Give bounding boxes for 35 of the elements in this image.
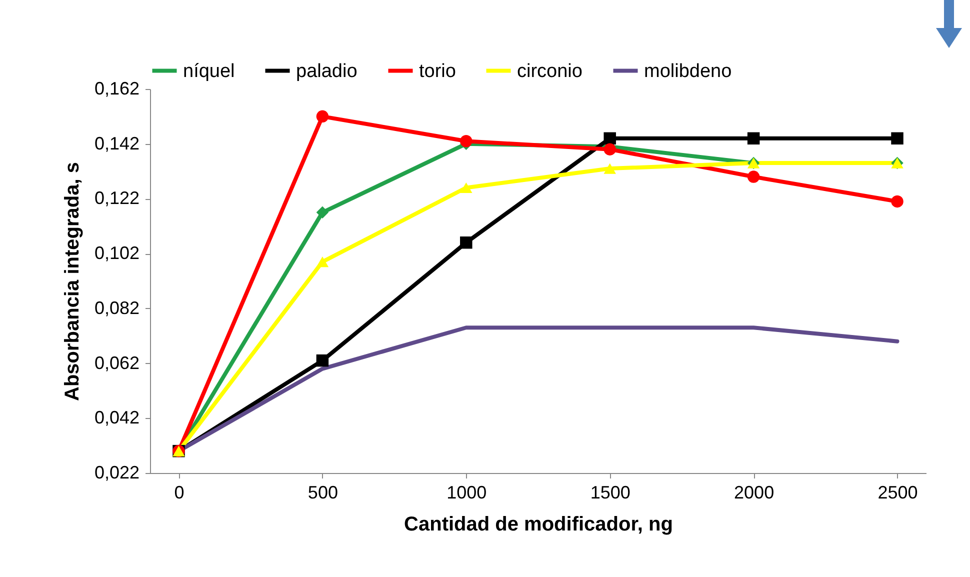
legend-label: molibdeno bbox=[644, 60, 732, 82]
legend-label: níquel bbox=[183, 60, 235, 82]
x-tick-label: 500 bbox=[308, 482, 338, 502]
point bbox=[747, 132, 760, 144]
point bbox=[460, 236, 472, 249]
legend-label: paladio bbox=[296, 60, 358, 82]
point bbox=[891, 132, 904, 144]
x-tick-label: 1500 bbox=[590, 482, 630, 502]
y-tick-label: 0,022 bbox=[94, 462, 140, 482]
point bbox=[316, 110, 329, 123]
y-axis-title: Absorbancia integrada, s bbox=[61, 162, 84, 401]
x-tick-label: 2500 bbox=[878, 482, 918, 502]
point bbox=[460, 135, 472, 148]
y-tick-label: 0,062 bbox=[94, 352, 140, 373]
x-axis-title: Cantidad de modificador, ng bbox=[404, 514, 673, 536]
y-tick-label: 0,142 bbox=[94, 133, 140, 154]
point bbox=[891, 195, 904, 208]
point bbox=[316, 354, 329, 367]
legend-label: circonio bbox=[517, 60, 582, 82]
y-tick-label: 0,162 bbox=[94, 78, 140, 98]
x-tick-label: 1000 bbox=[446, 482, 487, 502]
y-tick-label: 0,042 bbox=[94, 408, 140, 428]
y-tick-label: 0,102 bbox=[94, 243, 140, 264]
point bbox=[604, 143, 616, 156]
point bbox=[316, 256, 329, 268]
point bbox=[604, 163, 616, 174]
y-tick-label: 0,122 bbox=[94, 188, 140, 208]
x-tick-label: 0 bbox=[174, 482, 184, 502]
x-tick-label: 2000 bbox=[734, 482, 774, 502]
legend-label: torio bbox=[419, 60, 456, 82]
point bbox=[747, 170, 760, 183]
point bbox=[460, 182, 472, 194]
y-tick-label: 0,082 bbox=[94, 298, 140, 318]
point bbox=[604, 132, 616, 144]
point bbox=[316, 206, 329, 219]
